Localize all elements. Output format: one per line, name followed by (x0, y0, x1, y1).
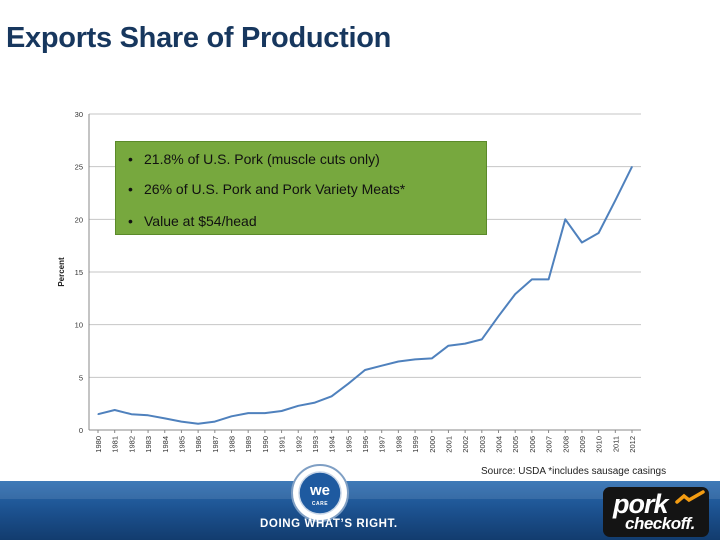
x-tick-label: 2007 (545, 436, 554, 453)
data-point (381, 365, 383, 367)
bullet: • (128, 213, 133, 229)
data-point (230, 415, 233, 417)
bullet: • (128, 181, 133, 197)
x-tick-label: 1987 (211, 436, 220, 453)
x-tick-label: 2009 (578, 436, 587, 453)
data-point (481, 338, 483, 341)
x-tick-label: 2002 (461, 436, 470, 453)
exports-share-chart: Percent 0 5 10 15 20 25 30 1980 1981 1982 1983 1984… (57, 110, 641, 453)
logo-word-pork: pork (613, 489, 669, 519)
svg-text:CARE: CARE (312, 501, 328, 507)
y-tick-label: 10 (75, 321, 83, 330)
y-axis-label: Percent (57, 257, 66, 287)
x-tick-label: 1998 (394, 436, 403, 453)
callout-item: • Value at $54/head (128, 213, 257, 229)
x-tick-label: 1999 (411, 436, 420, 453)
data-point (564, 218, 566, 220)
data-point (497, 315, 500, 317)
logo-word-checkoff: checkoff. (625, 514, 695, 533)
x-tick-label: 1985 (177, 436, 186, 453)
data-point (331, 395, 333, 397)
we-care-seal-icon: we CARE (291, 464, 349, 522)
data-point (464, 343, 466, 345)
data-point (598, 232, 600, 234)
x-tick-label: 1992 (294, 436, 303, 453)
data-point (130, 413, 132, 415)
y-tick-label: 5 (79, 373, 83, 382)
x-tick-label: 1984 (161, 436, 170, 453)
data-point (614, 199, 616, 201)
svg-text:we: we (309, 482, 330, 499)
data-point (547, 278, 550, 280)
checkmark-icon (675, 490, 705, 504)
callout-item: • 26% of U.S. Pork and Pork Variety Meats… (128, 181, 405, 197)
x-tick-label: 1996 (361, 436, 370, 453)
data-point (431, 357, 433, 359)
data-point (347, 383, 349, 385)
data-point (581, 241, 583, 244)
data-point (414, 358, 416, 361)
callout-item-text: 26% of U.S. Pork and Pork Variety Meats* (144, 181, 406, 197)
callout-item-text: Value at $54/head (144, 213, 257, 229)
data-point (631, 166, 633, 168)
y-tick-label: 25 (75, 163, 83, 172)
source-note: Source: USDA *includes sausage casings (481, 466, 667, 477)
key-facts-callout: • 21.8% of U.S. Pork (muscle cuts only) •… (115, 141, 487, 235)
page-title: Exports Share of Production (6, 22, 392, 54)
data-point (514, 293, 516, 295)
x-tick-label: 1980 (94, 436, 103, 453)
data-point (180, 420, 183, 423)
x-tick-label: 2000 (428, 436, 437, 453)
x-tick-label: 2001 (444, 436, 453, 453)
x-tick-label: 1993 (311, 436, 320, 453)
data-point (397, 360, 399, 363)
x-tick-label: 1991 (278, 436, 287, 453)
x-tick-label: 1995 (344, 436, 353, 453)
x-tick-label: 1982 (127, 436, 136, 453)
x-tick-label: 2012 (628, 436, 637, 453)
footer-tagline: DOING WHAT’S RIGHT. (260, 518, 398, 530)
x-tick-label: 2005 (511, 436, 520, 453)
x-tick-label: 1988 (228, 436, 237, 453)
footer-highlight (0, 481, 720, 499)
pork-checkoff-logo: pork checkoff. (603, 487, 709, 537)
y-tick-label: 15 (75, 268, 83, 277)
x-tick-label: 1983 (144, 436, 153, 453)
callout-item: • 21.8% of U.S. Pork (muscle cuts only) (128, 151, 380, 167)
x-tick-label: 1986 (194, 436, 203, 453)
x-tick-label: 1994 (328, 436, 337, 453)
footer-banner (0, 481, 720, 540)
data-point (164, 417, 166, 420)
data-point (97, 413, 99, 415)
y-tick-label: 30 (75, 110, 83, 119)
x-tick-label: 2008 (561, 436, 570, 453)
x-tick-label: 2011 (611, 436, 620, 452)
data-point (264, 412, 266, 414)
x-tick-label: 1981 (111, 436, 120, 453)
data-point (531, 278, 533, 280)
callout-item-text: 21.8% of U.S. Pork (muscle cuts only) (144, 151, 380, 167)
data-point (147, 414, 149, 416)
data-point (247, 412, 249, 414)
data-point (314, 402, 316, 404)
data-point (214, 420, 216, 423)
x-tick-label: 1989 (244, 436, 253, 453)
data-point (197, 423, 199, 425)
x-tick-label: 1997 (378, 436, 387, 453)
x-tick-label: 2006 (528, 436, 537, 453)
x-tick-label: 1990 (261, 436, 270, 453)
data-point (297, 405, 299, 407)
y-tick-label: 20 (75, 215, 83, 224)
data-point (447, 345, 450, 347)
data-point (364, 369, 366, 371)
y-tick-label: 0 (79, 426, 83, 435)
data-point (280, 410, 283, 412)
bullet: • (128, 151, 133, 167)
x-tick-label: 2003 (478, 436, 487, 453)
x-tick-label: 2004 (495, 436, 504, 453)
x-tick-label: 2010 (595, 436, 604, 453)
data-point (114, 409, 116, 411)
